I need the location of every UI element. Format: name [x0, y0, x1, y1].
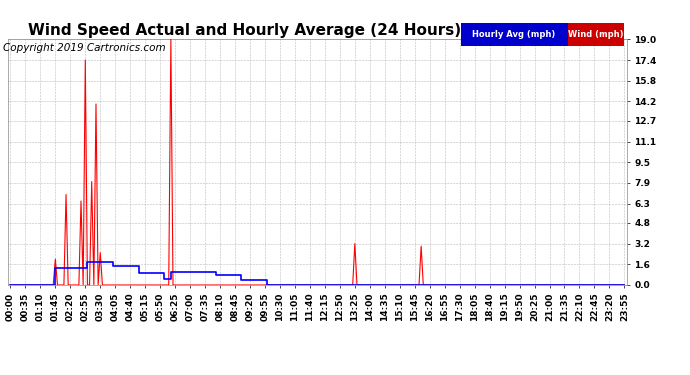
Text: Copyright 2019 Cartronics.com: Copyright 2019 Cartronics.com [3, 43, 166, 53]
Text: Wind (mph): Wind (mph) [569, 30, 624, 39]
Text: Hourly Avg (mph): Hourly Avg (mph) [473, 30, 555, 39]
Title: Wind Speed Actual and Hourly Average (24 Hours) (New) 20191016: Wind Speed Actual and Hourly Average (24… [28, 23, 607, 38]
